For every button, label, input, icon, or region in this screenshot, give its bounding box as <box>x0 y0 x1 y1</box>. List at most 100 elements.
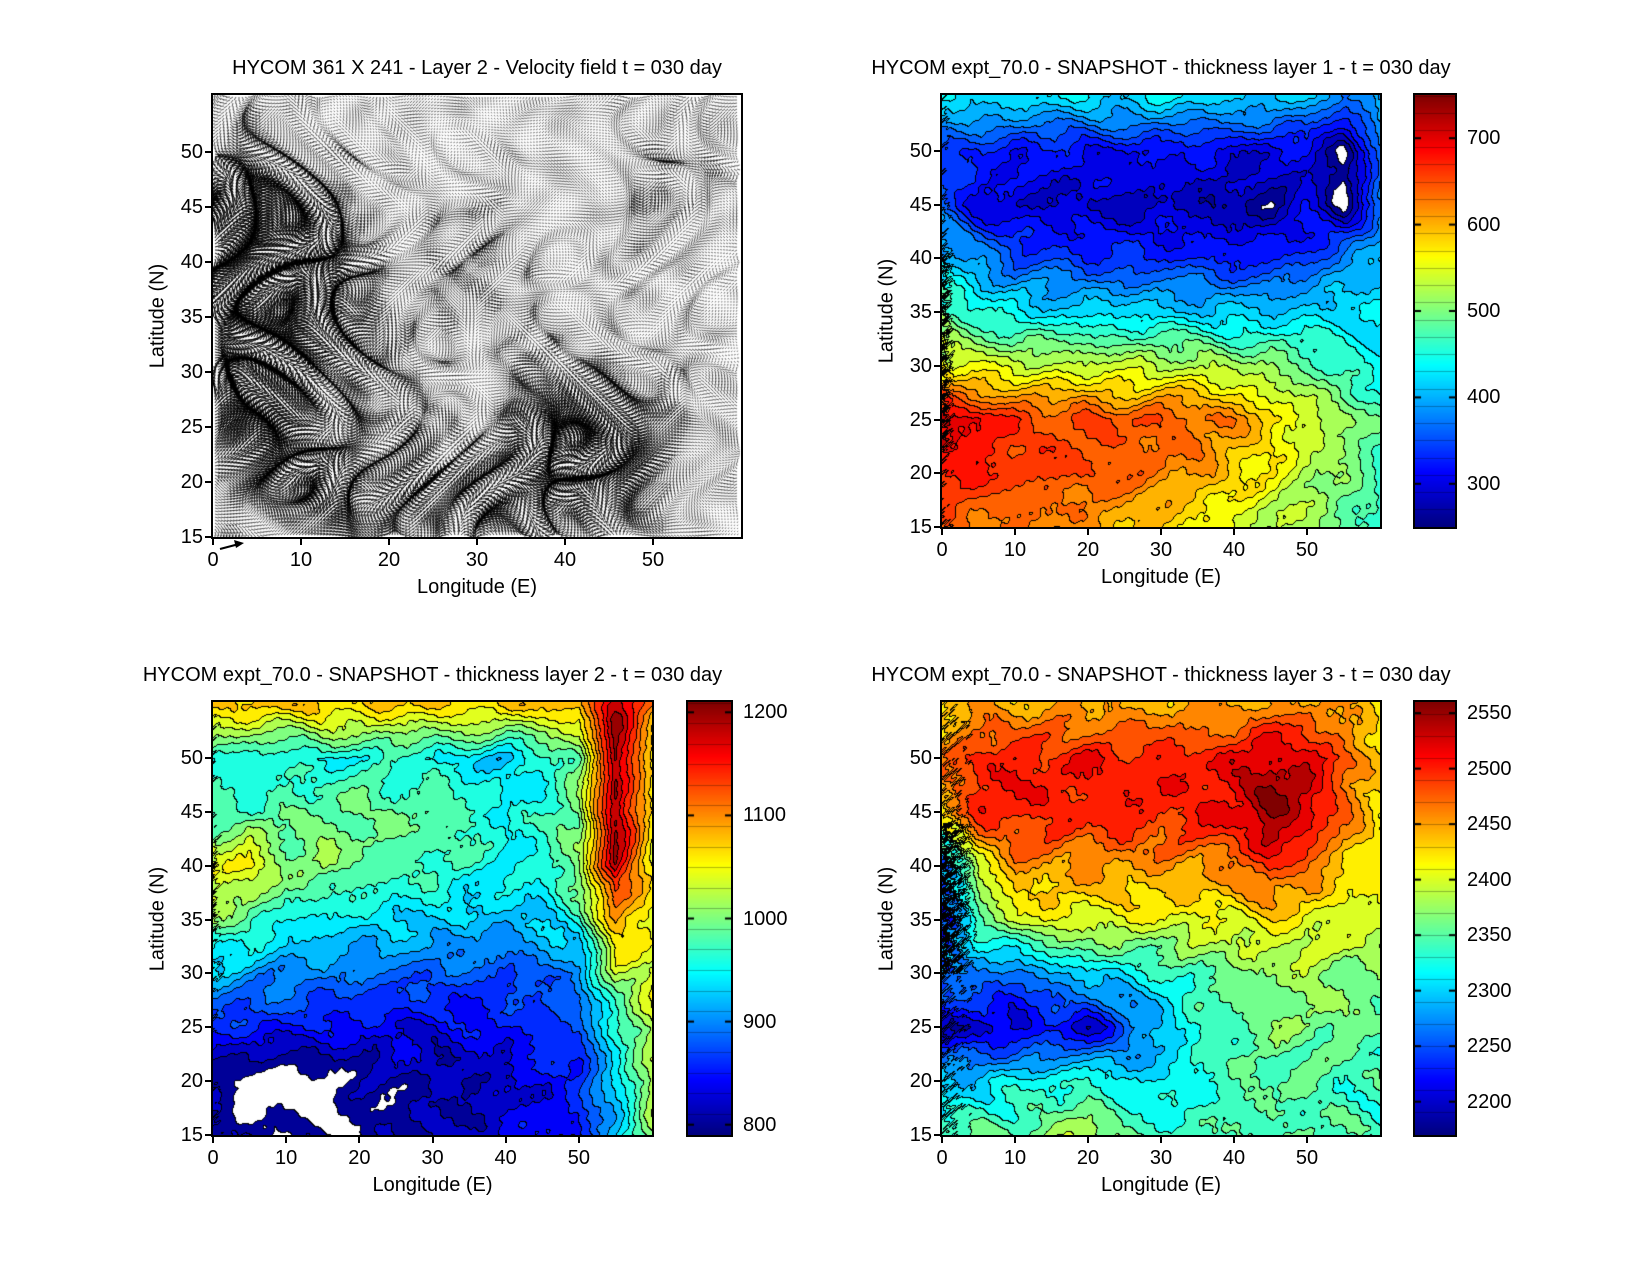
layer2-colorbar <box>686 700 733 1137</box>
x-tick-mark <box>1233 529 1235 535</box>
y-tick-mark <box>205 316 211 319</box>
y-tick-mark <box>934 149 940 152</box>
x-tick-label: 10 <box>289 549 313 571</box>
y-tick-mark <box>934 311 940 314</box>
colorbar-tick-label: 2400 <box>1467 868 1512 891</box>
y-tick-label: 40 <box>909 247 932 270</box>
x-tick-label: 40 <box>1222 539 1246 561</box>
y-tick-label: 25 <box>909 1016 932 1039</box>
y-tick-mark <box>934 757 940 759</box>
x-tick-label: 20 <box>1076 539 1100 561</box>
y-tick-label: 25 <box>180 1016 203 1039</box>
x-tick-mark <box>1306 529 1308 535</box>
x-tick-label: 50 <box>641 549 665 571</box>
y-tick-label: 25 <box>909 408 932 431</box>
colorbar-tick-label: 900 <box>743 1010 777 1033</box>
x-tick-mark <box>1160 529 1162 535</box>
y-tick-mark <box>205 151 211 154</box>
x-tick-label: 30 <box>465 549 489 571</box>
x-tick-label: 10 <box>275 1147 298 1169</box>
x-tick-mark <box>212 539 214 545</box>
y-tick-mark <box>205 918 211 921</box>
x-tick-label: 40 <box>553 549 577 571</box>
layer3-contour-canvas <box>942 702 1380 1135</box>
y-tick-mark <box>934 472 940 475</box>
y-tick-label: 45 <box>909 193 932 216</box>
y-tick-mark <box>205 864 211 867</box>
x-tick-label: 50 <box>1295 1147 1319 1169</box>
panel-title-layer2: HYCOM expt_70.0 - SNAPSHOT - thickness l… <box>142 664 723 686</box>
colorbar-tick-label: 2300 <box>1467 979 1512 1002</box>
y-tick-mark <box>205 972 211 975</box>
x-tick-mark <box>1087 529 1089 535</box>
x-tick-mark <box>577 1137 580 1143</box>
x-tick-mark <box>504 1137 507 1143</box>
x-tick-mark <box>941 529 943 535</box>
y-tick-label: 15 <box>909 516 932 538</box>
layer3-colorbar-canvas <box>1415 702 1455 1135</box>
y-tick-mark <box>934 864 940 867</box>
x-tick-label: 20 <box>1076 1147 1100 1169</box>
panel-title-layer3: HYCOM expt_70.0 - SNAPSHOT - thickness l… <box>871 664 1451 686</box>
y-tick-mark <box>934 918 940 921</box>
x-tick-mark <box>652 539 654 545</box>
x-tick-label: 30 <box>1149 539 1173 561</box>
x-tick-mark <box>300 539 302 545</box>
x-tick-mark <box>1014 529 1016 535</box>
y-tick-mark <box>934 418 940 421</box>
layer2-colorbar-canvas <box>688 702 731 1135</box>
y-tick-mark <box>934 257 940 260</box>
layer2-contour-axes <box>211 700 654 1137</box>
colorbar-tick-label: 2450 <box>1467 813 1512 836</box>
x-tick-mark <box>285 1137 288 1143</box>
y-tick-label: 30 <box>909 962 932 985</box>
colorbar-tick-label: 1100 <box>743 804 787 827</box>
colorbar-tick-label: 300 <box>1467 472 1501 495</box>
x-tick-label: 40 <box>494 1147 517 1169</box>
x-tick-label: 0 <box>207 549 219 571</box>
y-tick-mark <box>934 364 940 367</box>
colorbar-tick-label: 800 <box>743 1113 777 1136</box>
layer1-colorbar <box>1413 93 1457 529</box>
x-tick-label: 40 <box>1222 1147 1246 1169</box>
colorbar-tick-label: 700 <box>1467 127 1501 150</box>
x-tick-label: 20 <box>348 1147 371 1169</box>
y-tick-label: 15 <box>180 1124 203 1146</box>
y-tick-label: 15 <box>180 526 203 548</box>
x-tick-label: 30 <box>1149 1147 1173 1169</box>
y-tick-label: 20 <box>180 471 203 494</box>
y-tick-mark <box>205 536 211 538</box>
x-tick-mark <box>1087 1137 1089 1143</box>
colorbar-tick-label: 2550 <box>1467 702 1512 725</box>
x-tick-mark <box>1233 1137 1235 1143</box>
layer1-contour-canvas <box>942 95 1380 527</box>
colorbar-tick-label: 600 <box>1467 213 1501 236</box>
colorbar-tick-label: 400 <box>1467 386 1501 409</box>
x-tick-mark <box>1160 1137 1162 1143</box>
y-tick-label: 15 <box>909 1124 932 1146</box>
y-tick-mark <box>205 1134 211 1136</box>
y-tick-label: 30 <box>180 361 203 384</box>
x-tick-label: 0 <box>207 1147 219 1169</box>
layer3-contour-axes <box>940 700 1382 1137</box>
y-tick-mark <box>205 1080 211 1083</box>
y-tick-label: 50 <box>180 747 203 769</box>
x-tick-mark <box>431 1137 434 1143</box>
colorbar-tick-label: 2350 <box>1467 924 1512 947</box>
y-tick-label: 45 <box>180 800 203 823</box>
x-tick-label: 10 <box>1003 1147 1027 1169</box>
y-tick-label: 25 <box>180 416 203 439</box>
x-tick-mark <box>1014 1137 1016 1143</box>
y-tick-mark <box>205 206 211 209</box>
y-tick-mark <box>205 810 211 813</box>
colorbar-tick-label: 500 <box>1467 300 1501 322</box>
colorbar-tick-label: 2200 <box>1467 1090 1512 1113</box>
y-tick-mark <box>205 371 211 374</box>
colorbar-tick-label: 2250 <box>1467 1035 1512 1058</box>
x-tick-mark <box>476 539 478 545</box>
y-tick-mark <box>205 481 211 484</box>
y-tick-mark <box>205 757 211 759</box>
x-tick-mark <box>358 1137 361 1143</box>
y-tick-label: 40 <box>180 251 203 274</box>
x-tick-label: 20 <box>377 549 401 571</box>
